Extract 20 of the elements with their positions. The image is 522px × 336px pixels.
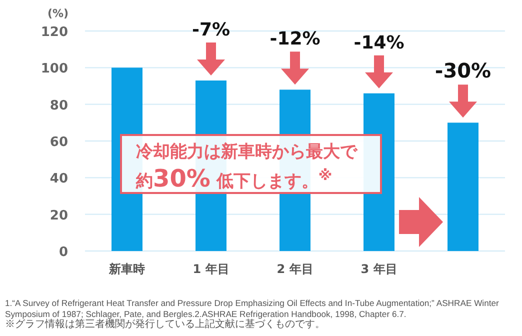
y-tick-label: 20: [50, 208, 68, 224]
y-tick-label: 120: [40, 25, 68, 40]
x-tick-label: 3 年目: [360, 262, 398, 276]
y-tick-label: 40: [50, 172, 68, 187]
x-tick-label: 新車時: [108, 262, 145, 276]
annotation: -30%: [434, 58, 492, 83]
y-axis-title: (%): [47, 7, 69, 20]
x-tick-label: 1 年目: [192, 262, 230, 276]
annotation: -14%: [354, 32, 404, 54]
y-tick-label: 60: [50, 135, 68, 150]
y-tick-label: 80: [50, 98, 68, 114]
annotation: -7%: [192, 20, 230, 40]
y-tick-label: 0: [58, 245, 68, 260]
text: 1.“A Survey of Refrigerant Heat Transfer and Pressure Drop Emphasizing Oil Effects and In-Tube Augmentation;” ASHRAE Winter Symposium of 1987; Schlager, Pate, and Bergles.2.ASHRAE Refrigeration Handbook, 1998, Chapter 6.7.: [5, 298, 500, 319]
annotation: -12%: [270, 28, 320, 50]
bar: [448, 122, 478, 251]
x-tick-label: 2 年目: [276, 262, 314, 276]
y-tick-label: 100: [40, 62, 68, 77]
annotation: 冷却能力は新車時から最大で約30% 低下します。$^{※}$: [120, 134, 382, 194]
text: ※グラフ情報は第三者機関が発行している上記文献に基づくものです。: [5, 319, 326, 331]
